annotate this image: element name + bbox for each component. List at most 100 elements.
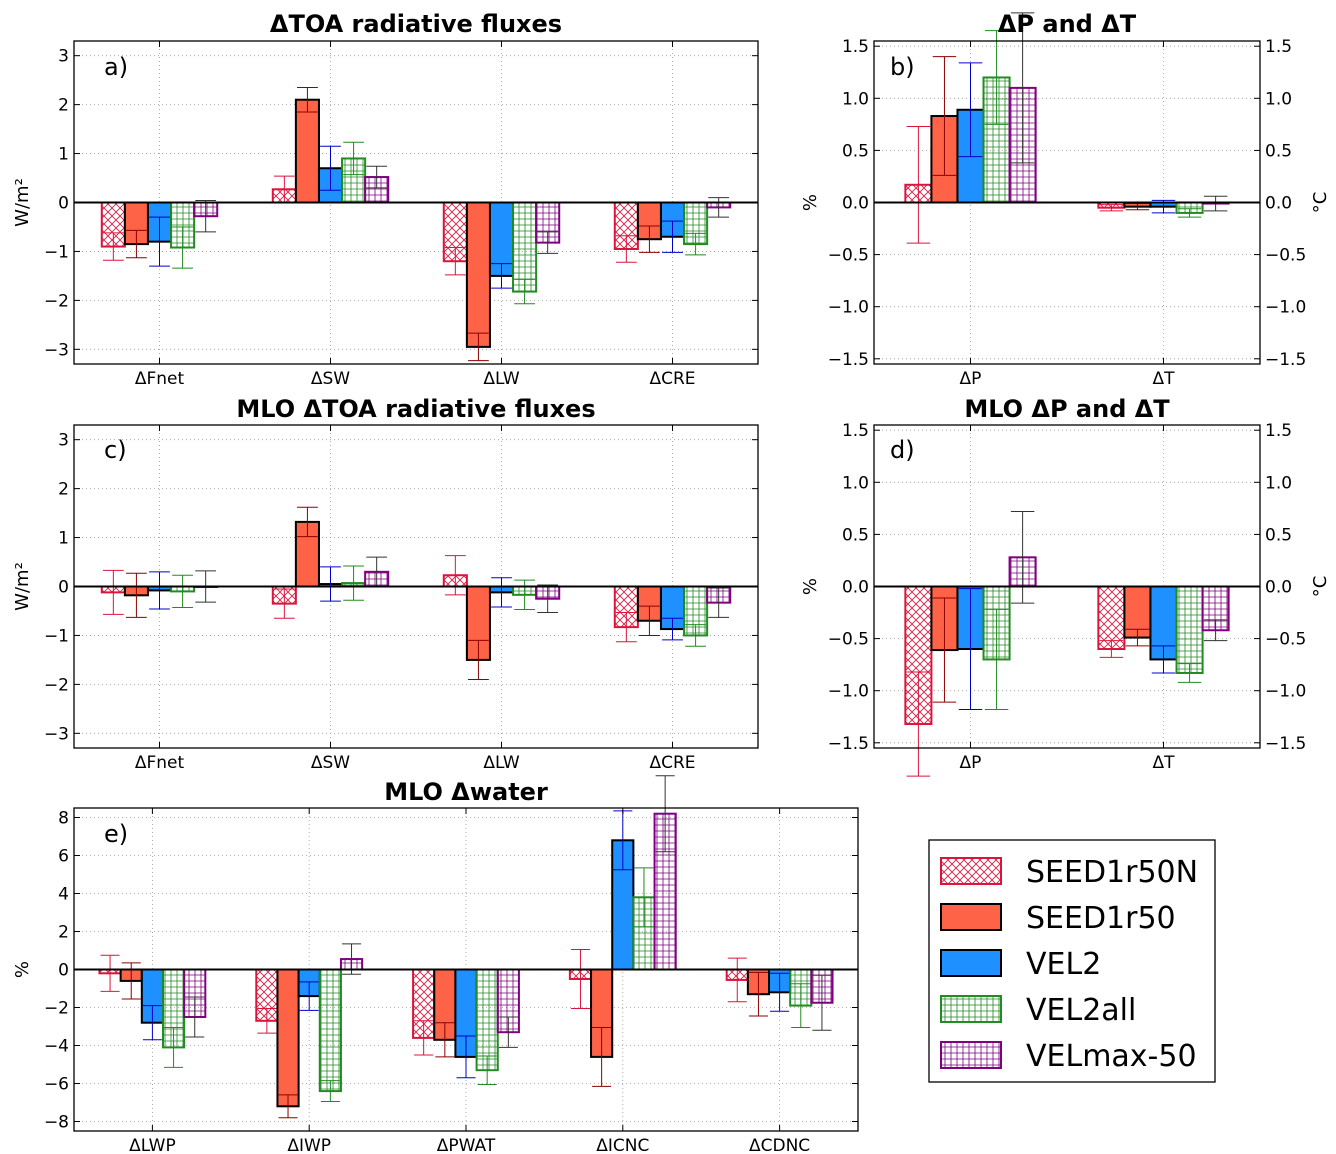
errorbar-SEED1r50N-ΔLW [444,247,466,276]
bar-VELmax-50-ΔT [1201,585,1230,632]
ytick-label: −0.5 [828,630,869,650]
errorbar-VELmax-50-ΔSW [366,165,388,189]
errorbar-SEED1r50-ΔPWAT [435,1022,455,1058]
ytick-label: 0.5 [842,525,869,545]
errorbar-VELmax-50-ΔP [1010,12,1035,164]
ytick-label: −2 [44,291,69,311]
category-label: ΔP [960,753,982,773]
errorbar-SEED1r50-ΔP [932,597,957,703]
bar-SEED1r50N-ΔT [1097,585,1126,651]
errorbar-VEL2-ΔCRE [662,220,683,253]
panel-label: a) [104,53,128,81]
ytick-label: 0.0 [842,194,869,214]
ytick-label: −8 [44,1113,69,1133]
ytick-label: 2 [58,96,69,116]
ytick-label: −1.0 [828,682,869,702]
errorbar-VEL2-ΔSW [320,566,341,602]
errorbar-SEED1r50-ΔICNC [592,1026,612,1087]
legend-item-VEL2all: VEL2all [940,993,1136,1028]
errorbar-SEED1r50-ΔFnet [126,572,147,618]
ytick-label: 1 [58,529,69,549]
ytick-label-right: −1.5 [1265,734,1306,754]
category-label: ΔSW [311,369,350,389]
ytick-label: 2 [58,923,69,943]
errorbar-VEL2all-ΔICNC [634,867,654,928]
category-label: ΔCRE [649,753,695,773]
errorbar-VEL2-ΔFnet [149,571,170,610]
errorbar-SEED1r50N-ΔP [906,671,931,777]
ytick-label-right: 0.0 [1265,578,1292,598]
ytick-label: −0.5 [828,246,869,266]
ytick-label: 0 [58,578,69,598]
ytick-label: −1 [44,626,69,646]
legend-label: VEL2 [1026,947,1101,982]
errorbar-SEED1r50N-ΔSW [273,588,295,619]
errorbar-SEED1r50N-ΔICNC [570,949,590,1009]
errorbar-SEED1r50N-ΔCRE [615,611,637,643]
ytick-label: −4 [44,1037,69,1057]
category-label: ΔCDNC [749,1136,810,1154]
panel-title: ΔTOA radiative fluxes [270,10,562,38]
ytick-label: 0.0 [842,578,869,598]
ylabel: W/m² [12,562,33,611]
ytick-label-right: −1.5 [1265,350,1306,370]
errorbar-VELmax-50-ΔLW [537,231,559,254]
errorbar-SEED1r50-ΔCRE [639,605,660,636]
errorbar-VEL2-ΔLWP [142,1005,162,1041]
errorbar-VELmax-50-ΔPWAT [498,1016,518,1048]
errorbar-SEED1r50-ΔSW [297,86,318,113]
ytick-label-right: 0.5 [1265,141,1292,161]
panel-label: b) [890,53,915,81]
legend-swatch [940,995,1002,1023]
legend-label: VELmax-50 [1026,1039,1197,1074]
legend-label: VEL2all [1026,993,1136,1028]
errorbar-VELmax-50-ΔP [1010,510,1035,604]
errorbar-VEL2-ΔLW [491,577,512,608]
errorbar-SEED1r50N-ΔFnet [102,232,124,261]
category-label: ΔFnet [135,753,185,773]
legend-swatch [940,1041,1002,1069]
errorbar-VEL2-ΔPWAT [456,1035,476,1079]
errorbar-VEL2all-ΔCRE [685,624,706,647]
errorbar-VELmax-50-ΔT [1203,195,1228,212]
ytick-label: 3 [58,431,69,451]
bar-VEL2all-ΔIWP [318,968,342,1093]
category-label: ΔLW [483,753,520,773]
legend-label: SEED1r50 [1026,901,1176,936]
bar-VEL2all-ΔT [1175,585,1204,674]
errorbar-SEED1r50-ΔIWP [278,1094,298,1119]
errorbar-SEED1r50N-ΔLW [444,555,466,596]
errorbar-VELmax-50-ΔCRE [708,587,730,618]
ytick-label: −2 [44,675,69,695]
panel-label: d) [890,436,915,464]
ytick-label: −1.5 [828,734,869,754]
errorbar-VEL2-ΔCRE [662,617,683,641]
errorbar-VELmax-50-ΔICNC [655,775,675,853]
category-label: ΔICNC [596,1136,649,1154]
ytick-label: −1.5 [828,350,869,370]
bar-VEL2all-ΔLW [512,201,538,293]
ytick-label-right: 1.0 [1265,89,1292,109]
panel-c: −3 −2 −1 0 1 2 3 ΔFnet ΔSW ΔLW ΔCRE MLO ΔTOA radiat… [12,395,759,773]
errorbar-VEL2all-ΔP [984,608,1009,710]
ytick-label-right: −0.5 [1265,630,1306,650]
ytick-label: 1.5 [842,421,869,441]
panel-title: MLO ΔP and ΔT [964,395,1170,423]
errorbar-VEL2all-ΔIWP [320,1080,340,1103]
legend-item-SEED1r50N: SEED1r50N [940,855,1198,890]
category-label: ΔT [1152,369,1175,389]
errorbar-SEED1r50N-ΔFnet [102,569,124,615]
errorbar-SEED1r50N-ΔPWAT [414,1020,434,1056]
errorbar-VEL2-ΔIWP [299,981,319,1011]
legend-swatch [940,857,1002,885]
ytick-label: −1.0 [828,298,869,318]
errorbar-VEL2all-ΔFnet [172,574,193,609]
bar-SEED1r50-ΔSW [294,98,320,204]
errorbar-VELmax-50-ΔCRE [708,197,730,218]
legend-item-SEED1r50: SEED1r50 [940,901,1176,936]
legend: SEED1r50N SEED1r50 VEL2 VEL2all VELmax-50 [928,839,1216,1083]
errorbar-SEED1r50-ΔP [932,56,957,176]
errorbar-VEL2all-ΔP [984,30,1009,125]
errorbar-SEED1r50N-ΔCDNC [727,957,747,1003]
bar-SEED1r50-ΔIWP [276,968,300,1108]
